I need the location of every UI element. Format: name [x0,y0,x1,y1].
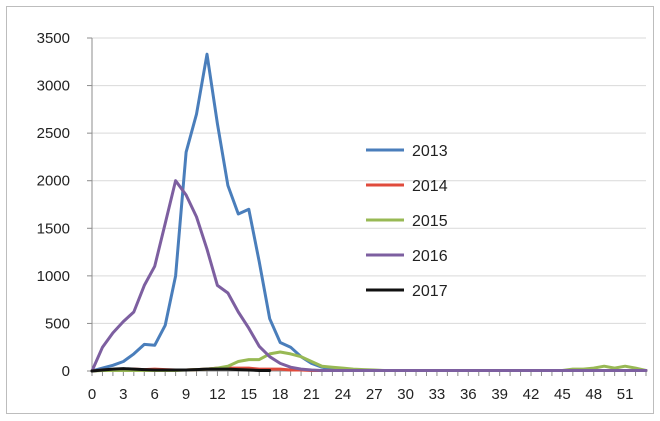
y-tick-label: 2000 [37,173,70,190]
x-tick-label: 12 [209,386,226,403]
y-tick-label: 2500 [37,125,70,142]
x-tick-label: 30 [397,386,414,403]
legend-label-2015: 2015 [412,213,448,230]
x-tick-label: 24 [335,386,352,403]
gridlines [92,37,646,324]
y-tick-label: 3000 [37,78,70,95]
y-tick-label: 500 [45,315,70,332]
legend-label-2013: 2013 [412,143,448,160]
x-tick-label: 33 [429,386,446,403]
legend: 2013 2014 2015 2016 2017 [366,143,448,300]
x-tick-label: 15 [240,386,257,403]
y-tick-label: 3500 [37,30,70,47]
series-line-2017 [90,367,272,373]
legend-label-2014: 2014 [412,178,448,195]
y-tick-label: 1500 [37,220,70,237]
x-tick-label: 48 [585,386,602,403]
x-tick-label: 42 [523,386,540,403]
series-line-2015 [90,350,648,373]
x-tick-label: 3 [119,386,127,403]
x-tick-label: 39 [491,386,508,403]
x-tick-label: 36 [460,386,477,403]
legend-label-2016: 2016 [412,248,448,265]
chart-frame [6,6,654,414]
x-tick-label: 21 [303,386,320,403]
x-tick-label: 45 [554,386,571,403]
y-tick-label: 0 [62,363,70,380]
x-tick-label: 27 [366,386,383,403]
x-tick-label: 18 [272,386,289,403]
x-tick-label: 9 [182,386,190,403]
series-lines [90,52,648,373]
x-tick-label: 51 [617,386,634,403]
y-tick-label: 1000 [37,268,70,285]
x-tick-label: 0 [88,386,96,403]
series-line-2016 [90,179,648,373]
x-tick-label: 6 [151,386,159,403]
legend-label-2017: 2017 [412,283,448,300]
